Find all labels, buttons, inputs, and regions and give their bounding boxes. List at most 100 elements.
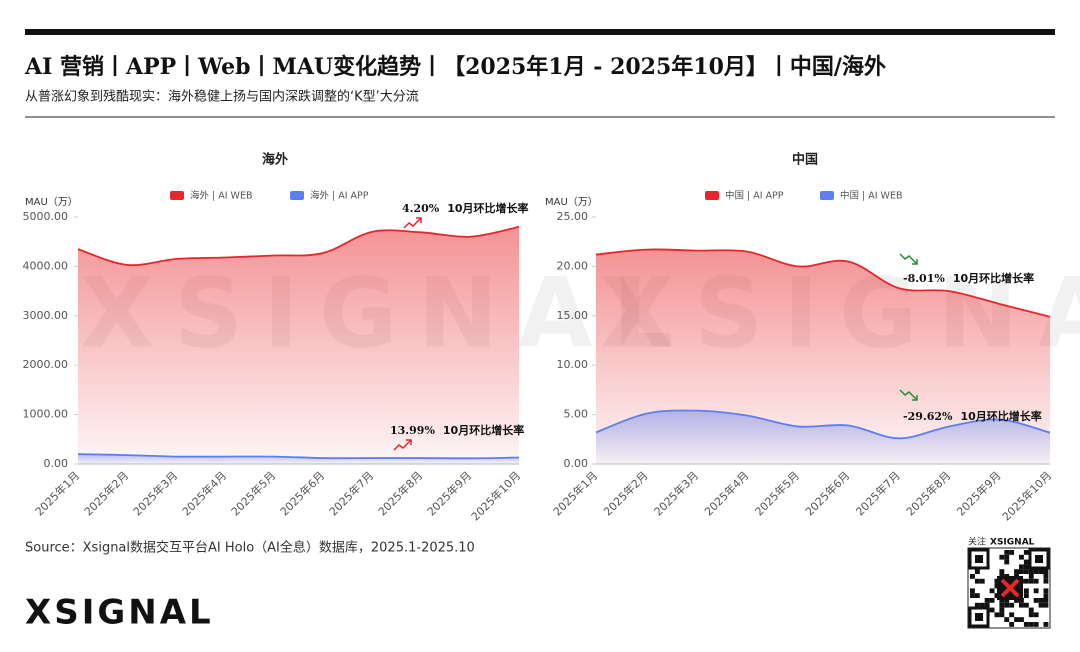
qr-cell: [1009, 622, 1015, 627]
qr-cell: [1014, 569, 1019, 574]
series-line: [77, 453, 520, 460]
qr-cell: [1023, 564, 1029, 570]
annotation-value: 13.99%: [390, 424, 435, 437]
y-tick-label: 25.00: [557, 210, 589, 223]
qr-cell: [1004, 602, 1010, 608]
annotation-label: 10月环比增长率: [443, 423, 524, 437]
qr-cell: [974, 602, 980, 608]
qr-cell: [999, 612, 1005, 618]
qr-cell: [1009, 612, 1015, 618]
logo: XSIGNAL: [25, 593, 214, 633]
annotation-arrow: [393, 439, 412, 451]
annotation-arrow: [899, 253, 918, 265]
y-tick-label: 15.00: [557, 309, 589, 322]
y-axis-label: MAU（万）: [25, 196, 78, 208]
chart-title: 中国: [792, 152, 818, 168]
qr-cell: [979, 578, 985, 584]
qr-cell: [970, 574, 975, 579]
qr-cell: [1033, 588, 1039, 594]
source: Source：Xsignal数据交互平台AI Holo（AI全息）数据库，202…: [25, 540, 475, 556]
annotation-arrow: [403, 217, 422, 229]
qr-cell: [1043, 598, 1049, 603]
legend-label: 海外 | AI APP: [310, 190, 369, 202]
y-tick-label: 1000.00: [23, 408, 69, 421]
legend-swatch: [705, 191, 719, 200]
annotation-label: 10月环比增长率: [953, 271, 1034, 285]
qr-cell: [1043, 569, 1049, 574]
qr-cell: [984, 602, 990, 608]
y-tick-label: 20.00: [557, 259, 589, 272]
qr-cell: [1009, 550, 1015, 555]
qr-cell: [1043, 578, 1049, 584]
series-line: [77, 225, 520, 267]
legend-swatch: [820, 191, 834, 200]
qr-cell: [1004, 617, 1010, 622]
qr-finder: [975, 613, 983, 621]
qr-cell: [994, 593, 1000, 598]
qr-cell: [1004, 598, 1010, 603]
qr-cell: [994, 612, 1000, 618]
legend-swatch: [170, 191, 184, 200]
annotation-value: 4.20%: [402, 202, 440, 215]
qr-cell: [1014, 617, 1019, 622]
qr-cell: [1009, 602, 1015, 608]
qr-cell: [989, 588, 995, 594]
series-area: [596, 410, 1050, 464]
qr-cell: [1028, 612, 1034, 618]
qr-cell: [999, 554, 1005, 560]
series-area: [78, 226, 519, 464]
qr-cell: [1023, 602, 1029, 608]
legend-label: 中国 | AI WEB: [840, 190, 902, 202]
qr-cell: [994, 583, 1000, 589]
qr-cell: [1028, 574, 1034, 579]
qr-cell: [974, 578, 980, 584]
y-tick-label: 10.00: [557, 358, 589, 371]
qr-cell: [1043, 588, 1049, 594]
y-tick-label: 4000.00: [23, 259, 69, 272]
qr-cell: [1004, 554, 1010, 560]
y-tick-label: 0.00: [564, 457, 589, 470]
qr-cell: [1033, 622, 1039, 627]
qr-cell: [999, 602, 1005, 608]
qr-cell: [1019, 602, 1024, 608]
page-title: AI 营销丨APP丨Web丨MAU变化趋势丨【2025年1月 - 2025年10…: [24, 54, 886, 80]
qr-cell: [1023, 578, 1029, 584]
qr-cell: [1038, 602, 1044, 608]
qr-cell: [1038, 569, 1044, 574]
qr-cell: [1028, 607, 1034, 613]
qr-cell: [994, 578, 1000, 584]
qr-cell: [1019, 598, 1024, 603]
annotation-value: -8.01%: [903, 272, 945, 285]
y-tick-label: 0.00: [44, 457, 69, 470]
qr-cell: [1023, 559, 1029, 565]
qr-cell: [1019, 554, 1024, 560]
qr-cell: [1038, 598, 1044, 603]
annotation-label: 10月环比增长率: [960, 409, 1041, 423]
qr-cell: [1023, 593, 1029, 598]
chart-title: 海外: [262, 152, 288, 168]
qr-cell: [1043, 574, 1049, 579]
qr-cell: [970, 593, 975, 598]
qr-cell: [970, 588, 975, 594]
qr-cell: [979, 602, 985, 608]
qr-cell: [974, 593, 980, 598]
y-tick-label: 5000.00: [23, 210, 69, 223]
qr-finder: [1035, 555, 1043, 563]
qr-cell: [989, 598, 995, 603]
annotation-value: -29.62%: [903, 410, 953, 423]
series-line: [595, 409, 1051, 440]
series-line: [595, 248, 1051, 318]
qr-cell: [1043, 602, 1049, 608]
qr-cell: [1033, 598, 1039, 603]
annotation-arrow: [899, 389, 918, 401]
legend-label: 海外 | AI WEB: [190, 190, 252, 202]
qr-cell: [1028, 622, 1034, 627]
qr-cell: [1043, 622, 1049, 627]
qr-follow: 关注: [968, 536, 986, 548]
page-subtitle: 从普涨幻象到残酷现实：海外稳健上扬与国内深跌调整的‘K型’大分流: [25, 89, 419, 105]
y-tick-label: 3000.00: [23, 309, 69, 322]
qr-cell: [1033, 578, 1039, 584]
qr-cell: [984, 598, 990, 603]
y-tick-label: 2000.00: [23, 358, 69, 371]
